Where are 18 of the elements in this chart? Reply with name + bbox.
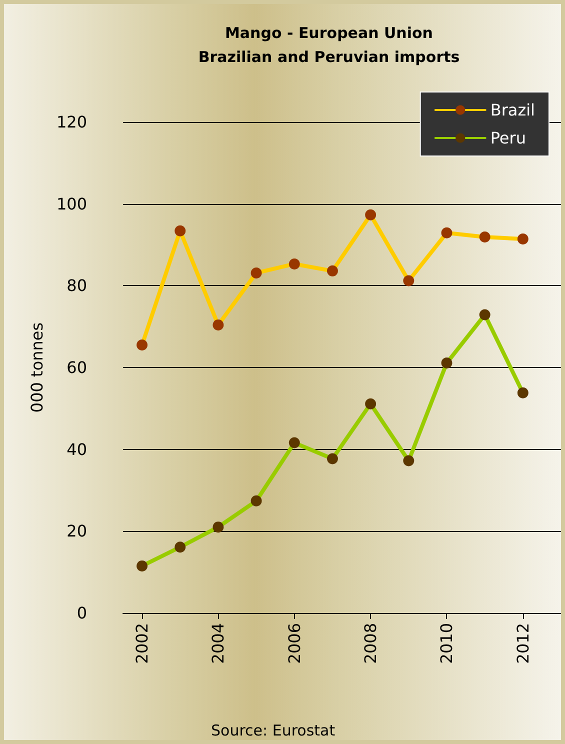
x-tick-label: 2010 bbox=[437, 623, 456, 664]
x-tick-label: 2004 bbox=[208, 623, 228, 664]
legend-label: Brazil bbox=[490, 100, 536, 120]
x-tick-label: 2006 bbox=[284, 623, 304, 664]
y-tick-label: 80 bbox=[66, 276, 87, 296]
x-tick-label: 2008 bbox=[361, 623, 380, 664]
chart-title: Mango - European Union Brazilian and Peruvian imports bbox=[198, 24, 460, 66]
y-tick-label: 100 bbox=[56, 194, 87, 214]
y-tick-label: 40 bbox=[66, 440, 87, 459]
x-tick-label: 2002 bbox=[132, 623, 152, 664]
y-tick-label: 60 bbox=[66, 358, 87, 377]
y-tick-label: 20 bbox=[66, 522, 87, 541]
y-tick-label: 0 bbox=[76, 604, 87, 622]
x-tick-label: 2012 bbox=[513, 623, 532, 664]
source-note: Source: Eurostat bbox=[211, 722, 336, 740]
y-tick-label: 120 bbox=[56, 112, 87, 132]
legend-label: Peru bbox=[490, 128, 526, 148]
y-axis-title: 000 tonnes bbox=[28, 322, 46, 413]
